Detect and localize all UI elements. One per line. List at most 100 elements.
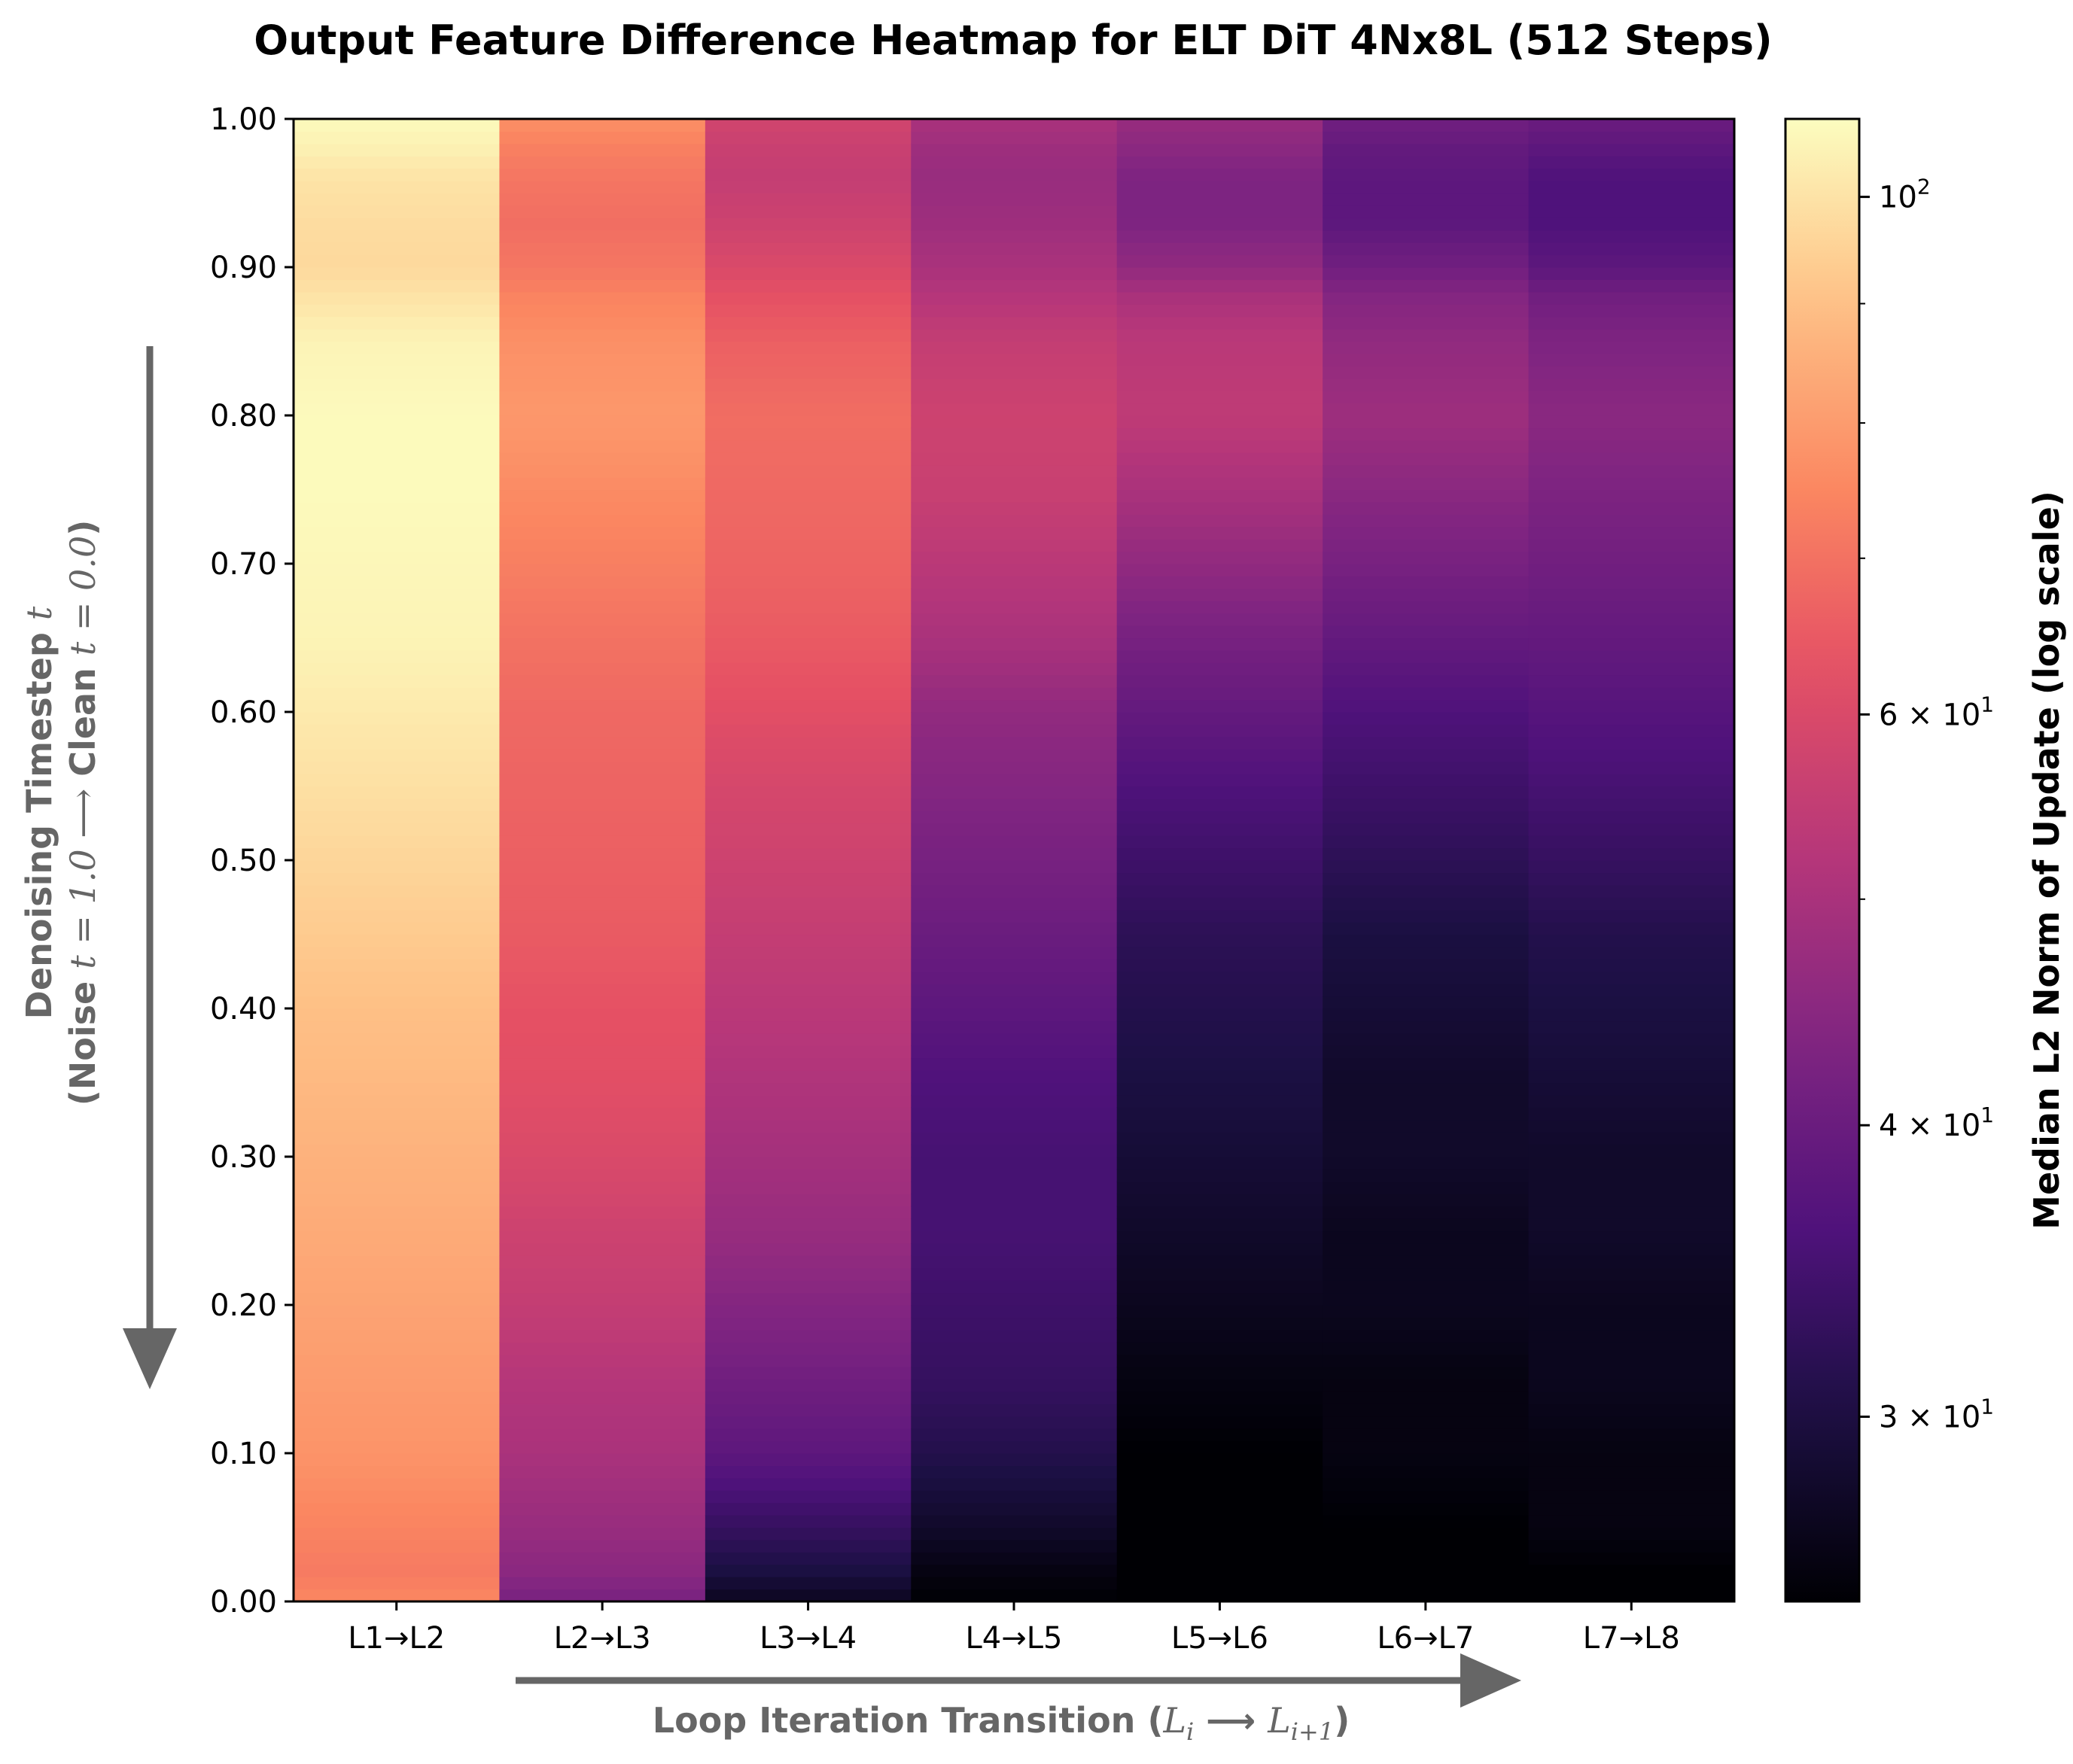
heatmap-cell xyxy=(705,452,912,466)
heatmap-cell xyxy=(1116,378,1323,391)
heatmap-cell xyxy=(1116,1045,1323,1059)
heatmap-cell xyxy=(1528,1094,1735,1108)
y-tick-label: 0.40 xyxy=(210,992,277,1026)
heatmap-cell xyxy=(1323,551,1530,564)
heatmap-cell xyxy=(911,674,1118,688)
heatmap-cell xyxy=(294,452,501,466)
heatmap-cell xyxy=(1528,1477,1735,1491)
heatmap-cell xyxy=(294,1354,501,1367)
heatmap-cell xyxy=(499,1477,706,1491)
heatmap-cell xyxy=(705,774,912,787)
heatmap-cell xyxy=(1528,279,1735,293)
heatmap-cell xyxy=(705,1292,912,1306)
heatmap-cell xyxy=(1323,1354,1530,1367)
heatmap-cell xyxy=(911,1057,1118,1071)
heatmap-cell xyxy=(1528,1292,1735,1306)
heatmap-cell xyxy=(1116,1119,1323,1133)
heatmap-cell xyxy=(1116,217,1323,231)
heatmap-cell xyxy=(499,1453,706,1467)
heatmap-cell xyxy=(911,1404,1118,1417)
heatmap-cell xyxy=(911,922,1118,935)
heatmap-cell xyxy=(1323,1577,1530,1590)
heatmap-cell xyxy=(1323,625,1530,639)
heatmap-cell xyxy=(1323,1082,1530,1096)
heatmap-cell xyxy=(1116,909,1323,923)
chart-title: Output Feature Difference Heatmap for EL… xyxy=(254,17,1772,64)
heatmap-cell xyxy=(294,860,501,874)
heatmap-cell xyxy=(294,934,501,947)
heatmap-cell xyxy=(1323,378,1530,391)
heatmap-cell xyxy=(1528,1367,1735,1380)
heatmap-cell xyxy=(1528,576,1735,589)
heatmap-cell xyxy=(1116,1404,1323,1417)
heatmap-cell xyxy=(911,143,1118,157)
heatmap-cell xyxy=(1528,699,1735,713)
heatmap-cell xyxy=(499,427,706,441)
heatmap-cell xyxy=(1528,613,1735,626)
heatmap-cell xyxy=(1116,613,1323,626)
heatmap-cell xyxy=(294,230,501,243)
heatmap-cell xyxy=(705,1157,912,1170)
heatmap-cell xyxy=(499,601,706,614)
heatmap-cell xyxy=(911,489,1118,503)
heatmap-cell xyxy=(1528,1515,1735,1528)
heatmap-cell xyxy=(294,1416,501,1429)
heatmap-cell xyxy=(911,1367,1118,1380)
heatmap-cell xyxy=(1323,1440,1530,1454)
heatmap-cell xyxy=(911,749,1118,762)
heatmap-cell xyxy=(1528,786,1735,799)
heatmap-cell xyxy=(499,1194,706,1207)
heatmap-cell xyxy=(294,415,501,429)
heatmap-cell xyxy=(1116,625,1323,639)
heatmap-cell xyxy=(911,316,1118,330)
heatmap-cell xyxy=(294,946,501,960)
heatmap-cell xyxy=(1528,1317,1735,1331)
heatmap-cell xyxy=(1116,811,1323,824)
heatmap-cell xyxy=(1528,860,1735,874)
heatmap-cell xyxy=(294,897,501,911)
heatmap-cell xyxy=(911,217,1118,231)
heatmap-cell xyxy=(1323,193,1530,206)
heatmap-cell xyxy=(499,1354,706,1367)
heatmap-cell xyxy=(499,1057,706,1071)
heatmap-cell xyxy=(1323,847,1530,861)
heatmap-cell xyxy=(705,1589,912,1602)
heatmap-cell xyxy=(1323,1453,1530,1467)
heatmap-cell xyxy=(1116,699,1323,713)
heatmap-cell xyxy=(499,1132,706,1145)
heatmap-cell xyxy=(499,1107,706,1121)
heatmap-cell xyxy=(499,699,706,713)
heatmap-cell xyxy=(1116,156,1323,169)
heatmap-cell xyxy=(1323,316,1530,330)
heatmap-cell xyxy=(911,1515,1118,1528)
heatmap-cell xyxy=(1323,1329,1530,1343)
heatmap-cell xyxy=(911,984,1118,997)
heatmap-cell xyxy=(499,1367,706,1380)
heatmap-cell xyxy=(1528,922,1735,935)
heatmap-cell xyxy=(911,254,1118,268)
heatmap-cell xyxy=(1323,489,1530,503)
heatmap-cell xyxy=(1116,329,1323,342)
heatmap-cell xyxy=(1323,835,1530,849)
heatmap-cell xyxy=(1528,1342,1735,1355)
heatmap-cell xyxy=(499,403,706,416)
heatmap-cell xyxy=(1116,884,1323,898)
heatmap-cell xyxy=(1116,514,1323,528)
heatmap-cell xyxy=(499,1008,706,1022)
heatmap-cell xyxy=(705,304,912,318)
heatmap-cell xyxy=(1528,835,1735,849)
heatmap-cell xyxy=(1323,1230,1530,1244)
heatmap-cell xyxy=(1323,1416,1530,1429)
heatmap-cell xyxy=(1323,1404,1530,1417)
heatmap-cell xyxy=(294,427,501,441)
heatmap-cell xyxy=(1323,1342,1530,1355)
heatmap-cell xyxy=(294,884,501,898)
heatmap-cell xyxy=(1528,601,1735,614)
heatmap-cell xyxy=(294,564,501,577)
heatmap-cell xyxy=(1116,1539,1323,1553)
y-tick-label: 1.00 xyxy=(210,102,277,137)
heatmap-cell xyxy=(705,1577,912,1590)
heatmap-cell xyxy=(705,1107,912,1121)
heatmap-cell xyxy=(1116,798,1323,811)
heatmap-cell xyxy=(1323,415,1530,429)
